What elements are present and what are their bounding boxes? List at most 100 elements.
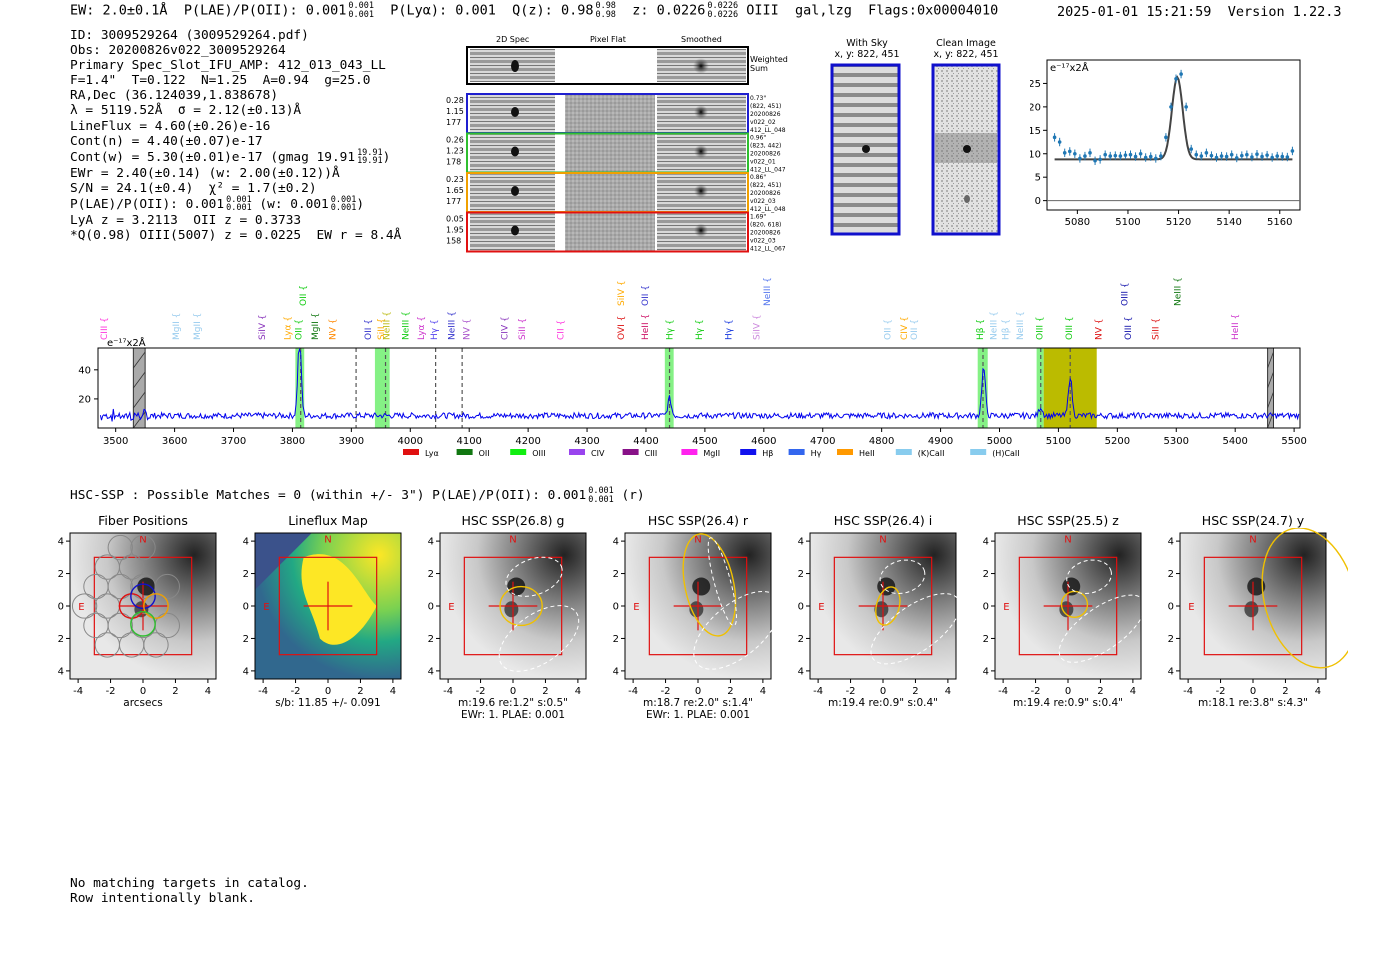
spectral-line-label: NV { (1094, 319, 1104, 340)
zoom-point (1285, 155, 1290, 159)
zoom-point (1189, 147, 1194, 151)
legend-swatch (970, 449, 987, 455)
row-smooth-spot (694, 144, 708, 159)
row-num: 178 (446, 158, 461, 167)
panel-xtick-label: 2 (542, 686, 548, 697)
spectral-line-label: OIII { (1124, 316, 1134, 340)
info-ewr: EWr = 2.40(±0.14) (w: 2.00(±0.12))Å (70, 165, 340, 181)
panel-xtick-label: -2 (476, 686, 486, 697)
compass-e: E (78, 602, 84, 613)
zoom-point (1133, 154, 1138, 159)
zoom-point (1184, 105, 1188, 109)
zoom-point (1052, 135, 1057, 140)
footer-line1: No matching targets in catalog. (70, 876, 309, 891)
zoom-ytick-label: 5 (1035, 173, 1041, 184)
info-contn: Cont(n) = 4.40(±0.07)e-17 (70, 133, 263, 149)
spectral-line-label: OVI { (617, 316, 627, 340)
zoom-point (1103, 152, 1107, 157)
legend-label: (K)CaII (918, 449, 945, 458)
row-meta: 0.86" (750, 174, 766, 181)
compass-e: E (1003, 602, 1009, 613)
row-meta: v022_03 (750, 198, 776, 205)
aperture-box (1203, 556, 1303, 656)
panel-xtick-label: 4 (390, 686, 396, 697)
compass-n: N (1064, 535, 1071, 546)
panel-xtick-label: 0 (1250, 686, 1256, 697)
zoom-point (1067, 149, 1072, 154)
zoom-point (1209, 153, 1214, 158)
spectral-line-label: SiIV { (258, 314, 268, 340)
summary-header: EW: 2.0±0.1Å P(LAE)/P(OII): 0.001 0.001 0.… (70, 2, 998, 19)
panel-xtick-label: 4 (760, 686, 766, 697)
legend-label: Lyα (425, 449, 439, 458)
weighted-source-spot (511, 60, 519, 72)
panel-ytick-label: -2 (983, 634, 989, 645)
z-line: OIII (746, 2, 779, 19)
fiber-orange (143, 593, 169, 619)
row-num: 158 (446, 237, 461, 246)
detection-info: ID: 3009529264 (3009529264.pdf) Obs: 2020… (70, 28, 401, 243)
panel-xtick-label: -4 (258, 686, 268, 697)
panel-caption: m:19.4 re:0.9" s:0.4" (1013, 697, 1123, 709)
spectral-line-label: NV { (329, 319, 339, 340)
panel-title: Fiber Positions (98, 513, 188, 528)
panel-ytick-label: 0 (798, 602, 804, 613)
zoom-point (1143, 155, 1148, 160)
panel-ytick-label: -2 (428, 634, 434, 645)
row-num: 0.28 (446, 96, 464, 105)
aperture-box (1018, 556, 1118, 656)
aperture-box (93, 556, 193, 656)
panel-xtick-label: 0 (325, 686, 331, 697)
full-spectrum: CIII {MgII {MgII {SiIV {Lyα {OII {OII {M… (78, 277, 1307, 458)
panel-ytick-label: 4 (58, 537, 64, 548)
spec-xtick-label: 4300 (574, 436, 599, 447)
panel-title: HSC SSP(25.5) z (1017, 513, 1119, 528)
spectral-line-label: NeIII { (990, 311, 1000, 340)
emission-band (1036, 348, 1044, 428)
spectral-line-label: NeIII { (1016, 311, 1026, 340)
zoom-point (1250, 155, 1254, 159)
aperture-box (463, 556, 563, 656)
row-meta: 0.73" (750, 95, 766, 102)
legend-label: Hγ (811, 449, 822, 458)
match-ellipse (682, 533, 737, 637)
row-meta: 412_LL_067 (750, 246, 786, 253)
legend-label: OIII (532, 449, 545, 458)
spectral-line-label: SiII { (518, 318, 528, 340)
source-blob (874, 601, 889, 618)
row-smooth-spot (694, 184, 708, 198)
panel-ytick-label: 4 (1168, 537, 1174, 548)
footer-notes: No matching targets in catalog. Row inten… (70, 876, 309, 906)
zoom-point (1229, 152, 1234, 157)
panel-caption: m:18.1 re:3.8" s:4.3" (1198, 697, 1308, 709)
panel-caption: m:18.7 re:2.0" s:1.4" EWr: 1. PLAE: 0.001 (643, 697, 753, 721)
panel-ytick-label: 2 (798, 569, 804, 580)
datetime: 2025-01-01 15:21:59 (1057, 4, 1212, 20)
panel-xtick-label: 4 (945, 686, 951, 697)
spec-xtick-label: 4400 (633, 436, 658, 447)
panel-ytick-label: 0 (58, 602, 64, 613)
panel-title: HSC SSP(26.4) r (647, 513, 749, 528)
spectral-line-label: HeII { (1231, 314, 1241, 340)
legend-swatch (456, 449, 473, 455)
weighted-smooth-spot (693, 58, 709, 74)
spectral-line-label: Hβ { (976, 319, 986, 340)
panel-ytick-label: -2 (1168, 634, 1174, 645)
panel-xtick-label: 2 (357, 686, 363, 697)
legend-label: Hβ (762, 449, 773, 458)
legend-swatch (740, 449, 757, 455)
weighted-sum-label: Weighted Sum (750, 55, 788, 73)
spectral-line-label: NeIII { (402, 311, 412, 340)
aperture-box (648, 556, 748, 656)
row-smooth-spot (694, 223, 708, 238)
legend-swatch (403, 449, 419, 455)
panel-ytick-label: -2 (798, 634, 804, 645)
fiber-circle (130, 534, 156, 561)
zoom-ytick-label: 25 (1030, 79, 1041, 90)
panel-title: Lineflux Map (288, 513, 368, 528)
tags: gal,lzg (795, 2, 852, 19)
panel-ytick-label: 2 (983, 569, 989, 580)
spectral-line-label: OIII { (1065, 316, 1075, 340)
fiber-circle (154, 573, 181, 600)
spec-xtick-label: 5300 (1164, 436, 1189, 447)
